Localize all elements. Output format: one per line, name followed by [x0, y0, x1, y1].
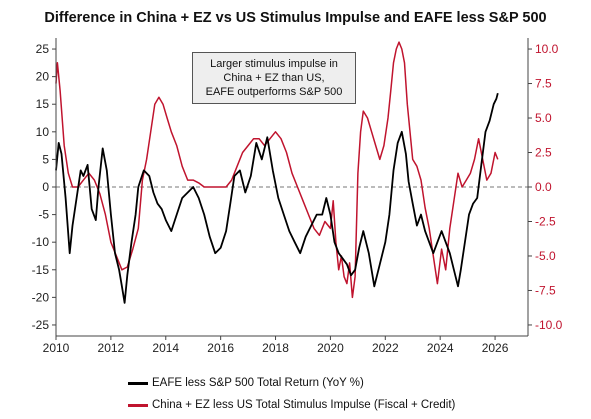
x-tick-label: 2010 — [43, 341, 70, 355]
left-tick-label: 10 — [36, 125, 50, 139]
x-tick-label: 2012 — [98, 341, 125, 355]
legend-swatch-black — [128, 381, 148, 385]
annotation-box: Larger stimulus impulse in China + EZ th… — [192, 52, 356, 104]
legend: EAFE less S&P 500 Total Return (YoY %) C… — [128, 372, 455, 416]
left-tick-label: 20 — [36, 70, 50, 84]
right-tick-label: 10.0 — [535, 42, 559, 56]
x-tick-label: 2014 — [152, 341, 179, 355]
legend-label-eafe: EAFE less S&P 500 Total Return (YoY %) — [152, 377, 364, 389]
left-tick-label: 0 — [42, 180, 49, 194]
legend-item-eafe: EAFE less S&P 500 Total Return (YoY %) — [128, 372, 455, 394]
right-tick-label: 5.0 — [535, 111, 552, 125]
series-layer — [55, 41, 499, 304]
left-tick-label: 15 — [36, 97, 50, 111]
right-tick-label: 0.0 — [535, 180, 552, 194]
x-tick-label: 2020 — [317, 341, 344, 355]
legend-swatch-red — [128, 403, 148, 407]
chart-title: Difference in China + EZ vs US Stimulus … — [44, 10, 547, 26]
right-tick-label: -10.0 — [535, 318, 563, 332]
x-tick-label: 2016 — [207, 341, 234, 355]
right-tick-label: -5.0 — [535, 249, 556, 263]
series-line-eafe — [55, 92, 499, 304]
annotation-line-2: China + EZ than US, — [223, 72, 325, 84]
left-tick-label: -5 — [38, 208, 49, 222]
right-tick-label: -7.5 — [535, 283, 556, 297]
right-tick-label: 2.5 — [535, 146, 552, 160]
right-tick-label: -2.5 — [535, 214, 556, 228]
legend-item-stimulus: China + EZ less US Total Stimulus Impuls… — [128, 394, 455, 416]
axis-layer: 25 20 15 10 5 0 -5 -10 -15 -20 -25 10.0 7.5 5.0 2.5 0.0… — [32, 38, 563, 355]
x-tick-label: 2018 — [262, 341, 289, 355]
left-tick-label: -15 — [32, 263, 50, 277]
annotation-line-3: EAFE outperforms S&P 500 — [205, 86, 343, 98]
left-tick-label: -10 — [32, 235, 50, 249]
left-tick-label: -25 — [32, 318, 50, 332]
x-tick-label: 2022 — [372, 341, 399, 355]
x-tick-label: 2026 — [482, 341, 509, 355]
right-tick-label: 7.5 — [535, 77, 552, 91]
x-tick-label: 2024 — [427, 341, 454, 355]
series-line-stimulus — [55, 41, 499, 299]
left-tick-label: -20 — [32, 290, 50, 304]
left-tick-label: 5 — [42, 152, 49, 166]
legend-label-stimulus: China + EZ less US Total Stimulus Impuls… — [152, 399, 456, 411]
annotation-line-1: Larger stimulus impulse in — [210, 58, 338, 70]
left-tick-label: 25 — [36, 42, 50, 56]
